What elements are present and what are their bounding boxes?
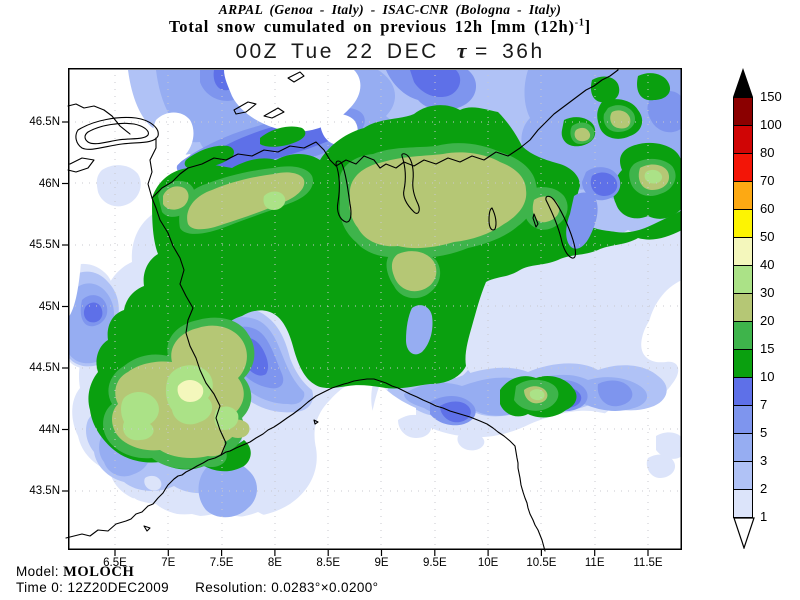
coastlines-and-borders [65, 69, 619, 552]
map-panel: 46.5N 46N 45.5N 45N 44.5N 44N 43.5N 6.5E 7E 7.5E… [29, 68, 682, 569]
valid-time: 00Z Tue 22 DEC [235, 40, 439, 63]
x-tick-label: 7E [161, 557, 176, 569]
colorbar-label: 50 [760, 229, 775, 244]
credit-line: ARPAL (Genoa - Italy) - ISAC-CNR (Bologn… [218, 2, 562, 17]
x-tick-label: 10E [477, 557, 499, 569]
colorbar-label: 30 [760, 285, 775, 300]
colorbar: 150 100 80 70 60 50 40 30 20 15 10 7 5 3 2 1 [733, 0, 800, 560]
y-tick-label: 46N [38, 177, 60, 190]
x-tick-label: 6.5E [103, 557, 127, 569]
colorbar-label: 7 [760, 397, 768, 412]
time0-value: 12Z20DEC2009 [67, 580, 170, 595]
colorbar-box [733, 265, 753, 294]
model-line: Model: MOLOCH [16, 564, 134, 581]
x-tick-label: 11E [584, 557, 605, 569]
model-name: MOLOCH [63, 564, 135, 580]
colorbar-label: 80 [760, 145, 775, 160]
y-tick-label: 46.5N [29, 116, 60, 128]
x-tick-label: 10.5E [526, 557, 557, 569]
colorbar-label: 70 [760, 173, 775, 188]
y-tick-label: 43.5N [29, 485, 60, 497]
graticule [68, 68, 682, 550]
valid-time-line: 00Z Tue 22 DEC τ = 36h [0, 38, 780, 64]
colorbar-box [733, 461, 753, 490]
y-tick-label: 45N [38, 300, 60, 313]
y-tick-label: 44N [38, 423, 60, 436]
chart-title-text: Total snow cumulated on previous 12h [mm… [169, 17, 575, 36]
colorbar-box [733, 405, 753, 434]
resolution-label: Resolution: [195, 580, 268, 595]
colorbar-box [733, 293, 753, 322]
colorbar-box [733, 321, 753, 350]
colorbar-under-arrow [733, 517, 755, 549]
colorbar-box [733, 97, 753, 126]
snow-field-map [62, 68, 682, 556]
colorbar-label: 2 [760, 481, 768, 496]
map-frame [62, 68, 682, 556]
colorbar-box [733, 209, 753, 238]
time0-label: Time 0: [16, 580, 64, 595]
colorbar-box [733, 489, 753, 518]
colorbar-label: 15 [760, 341, 775, 356]
y-tick-label: 44.5N [29, 362, 60, 374]
colorbar-label: 60 [760, 201, 775, 216]
model-label: Model: [16, 564, 59, 579]
x-tick-label: 9.5E [422, 557, 447, 569]
colorbar-box [733, 125, 753, 154]
colorbar-box [733, 433, 753, 462]
x-tick-label: 8E [267, 557, 282, 569]
colorbar-label: 5 [760, 425, 768, 440]
colorbar-box [733, 377, 753, 406]
colorbar-label: 40 [760, 257, 775, 272]
colorbar-label: 150 [760, 89, 782, 104]
colorbar-box [733, 181, 753, 210]
chart-title-exponent: -1 [574, 17, 585, 29]
chart-title-close: ] [584, 17, 591, 36]
colorbar-label: 100 [760, 117, 782, 132]
colorbar-box [733, 349, 753, 378]
resolution-value: 0.0283°×0.0200° [271, 580, 379, 595]
colorbar-label: 10 [760, 369, 775, 384]
x-tick-label: 11.5E [633, 557, 663, 569]
x-tick-label: 7.5E [209, 557, 234, 569]
chart-title: Total snow cumulated on previous 12h [mm… [0, 17, 760, 37]
axis-tickmarks [62, 121, 649, 556]
tau-symbol: τ [456, 38, 470, 63]
colorbar-label: 1 [760, 509, 768, 524]
y-tick-label: 45.5N [29, 239, 60, 251]
snow-field-green-layers [88, 73, 682, 472]
colorbar-over-arrow [733, 68, 753, 97]
x-tick-label: 9E [374, 557, 389, 569]
colorbar-label: 3 [760, 453, 768, 468]
x-tick-label: 8.5E [316, 557, 341, 569]
forecast-lead: = 36h [475, 40, 545, 63]
colorbar-box [733, 153, 753, 182]
colorbar-box [733, 237, 753, 266]
colorbar-label: 20 [760, 313, 775, 328]
run-info-line: Time 0: 12Z20DEC2009 Resolution: 0.0283°×… [16, 580, 378, 595]
